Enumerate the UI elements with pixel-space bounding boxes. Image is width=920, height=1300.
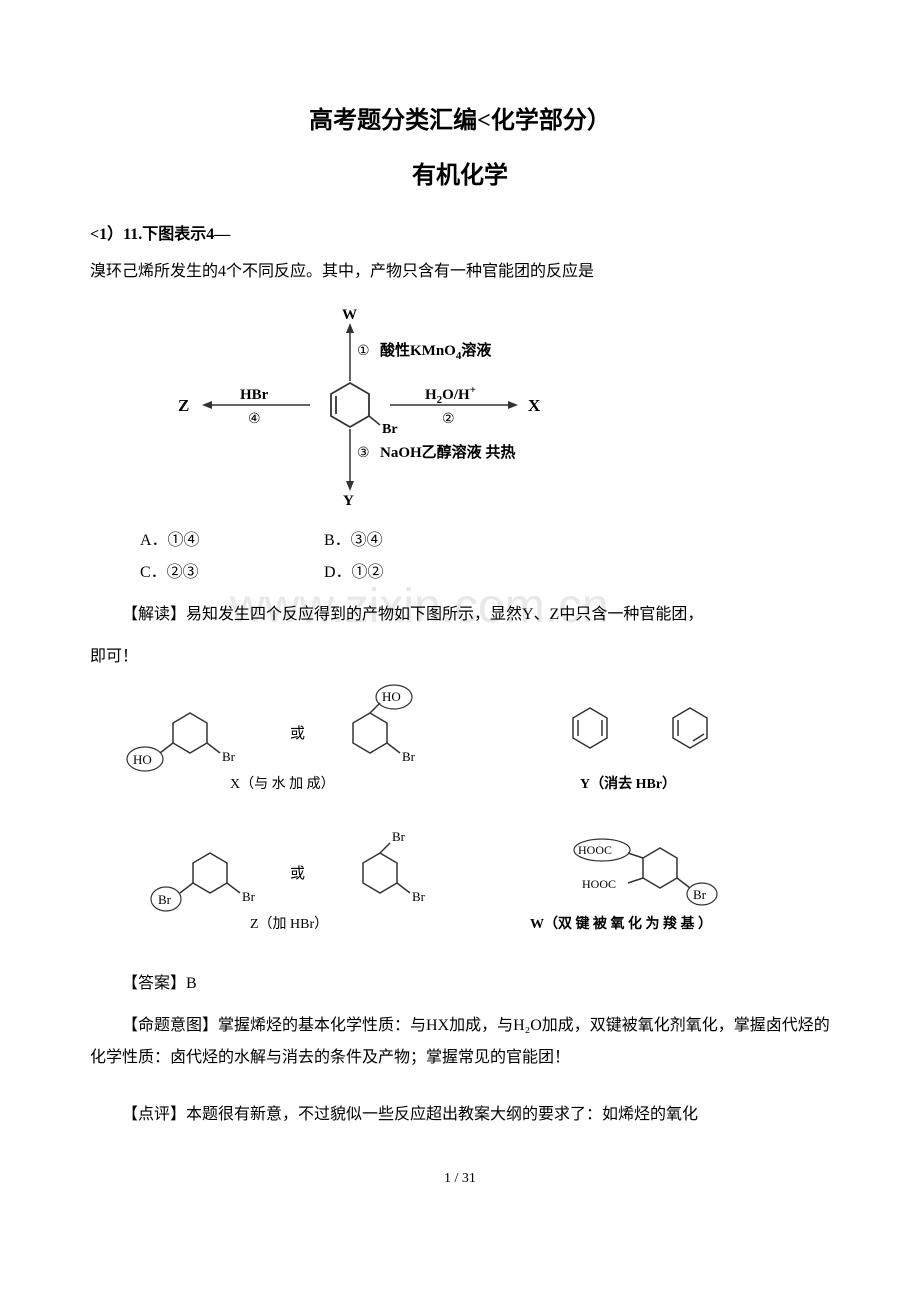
w-br: Br	[693, 887, 707, 902]
w-label: W	[342, 307, 357, 323]
option-b: B．③④	[324, 525, 504, 557]
y-label: Y	[343, 493, 354, 505]
y-caption: Y（消去 HBr）	[580, 775, 676, 792]
reaction-3-text: NaOH乙醇溶液 共热	[380, 443, 515, 461]
answer-label: 【答案】B	[90, 968, 830, 1000]
x-br-1: Br	[222, 749, 236, 764]
x-ho-1: HO	[133, 752, 152, 767]
z-br-4: Br	[412, 889, 426, 904]
br-label: Br	[382, 422, 398, 437]
intent-text: 【命题意图】掌握烯烃的基本化学性质：与HX加成，与H₂O加成，双键被氧化剂氧化，…	[90, 1010, 830, 1074]
reaction-4-num: ④	[248, 412, 261, 427]
reaction-4-top: HBr	[240, 387, 269, 403]
reaction-diagram: Br W ① 酸性KMnO4溶液 X H2O/H+ ② Z HBr ④	[170, 305, 830, 510]
reaction-2-num: ②	[442, 412, 455, 427]
x-or: 或	[290, 725, 305, 742]
main-title-1: 高考题分类汇编<化学部分）	[90, 100, 830, 135]
x-br-2: Br	[402, 749, 416, 764]
explain-text: 【解读】易知发生四个反应得到的产物如下图所示，显然Y、Z中只含一种官能团，	[90, 599, 830, 631]
z-caption: Z（加 HBr）	[250, 916, 328, 932]
comment-text: 【点评】本题很有新意，不过貌似一些反应超出教案大纲的要求了：如烯烃的氧化	[90, 1099, 830, 1131]
reaction-2-top: H2O/H+	[425, 384, 476, 406]
explain-text-2: 即可！	[90, 641, 830, 673]
x-ho-2: HO	[382, 689, 401, 704]
w-caption: W（双 键 被 氧 化 为 羧 基 ）	[530, 915, 712, 932]
question-text: 溴环己烯所发生的4个不同反应。其中，产物只含有一种官能团的反应是	[90, 259, 830, 285]
z-label: Z	[178, 396, 189, 415]
answer-options: A．①④ B．③④ C．②③ D．①②	[140, 525, 830, 589]
option-c: C．②③	[140, 557, 320, 589]
x-label: X	[528, 396, 541, 415]
z-br-3: Br	[392, 829, 406, 844]
z-br-2: Br	[242, 889, 256, 904]
page-number: 1 / 31	[90, 1171, 830, 1187]
reaction-1-text: 酸性KMnO4溶液	[380, 341, 492, 362]
x-caption: X（与 水 加 成）	[230, 776, 335, 792]
reaction-1-num: ①	[357, 344, 370, 359]
w-hooc-1: HOOC	[578, 843, 612, 857]
reaction-3-num: ③	[357, 446, 370, 461]
z-br-1: Br	[158, 892, 172, 907]
option-d: D．①②	[324, 557, 504, 589]
question-label: <1）11.下图表示4—	[90, 220, 830, 244]
z-or: 或	[290, 865, 305, 882]
main-title-2: 有机化学	[90, 155, 830, 190]
answer-diagram: HO Br 或 HO Br X（与 水 加 成）	[120, 683, 830, 958]
option-a: A．①④	[140, 525, 320, 557]
w-hooc-2: HOOC	[582, 877, 616, 891]
